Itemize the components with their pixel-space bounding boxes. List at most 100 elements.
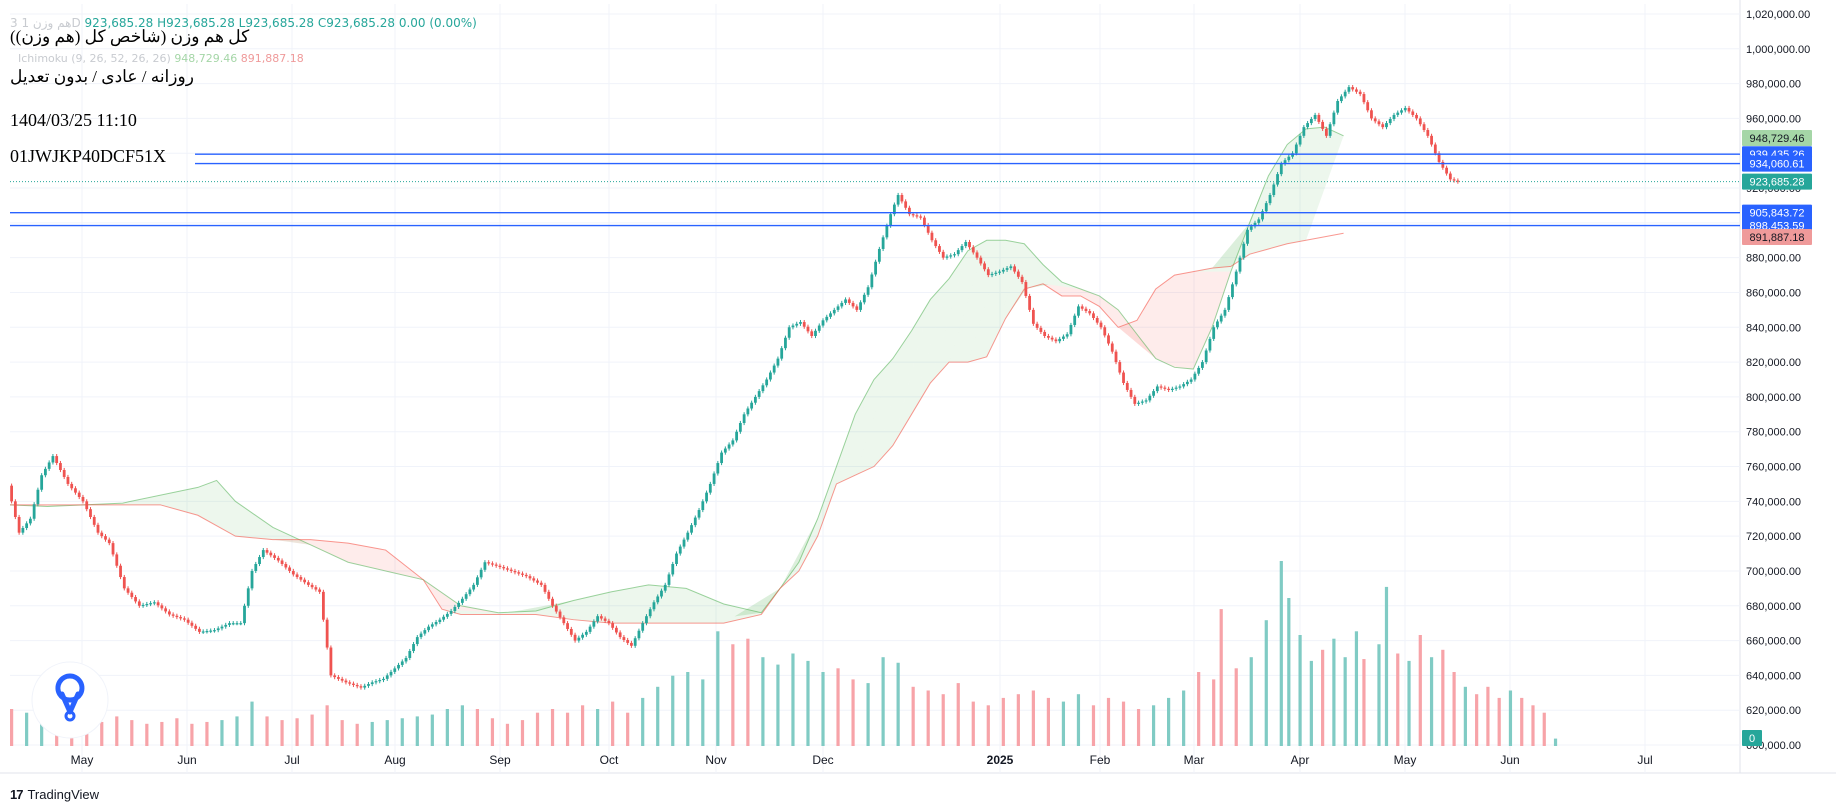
candle-body	[415, 637, 419, 645]
candle-body	[506, 568, 509, 570]
volume-bar	[641, 697, 645, 746]
cloud-segment	[235, 527, 311, 545]
ohlc-low: L923,685.28	[238, 16, 315, 30]
candle-body	[915, 215, 919, 217]
candle-body	[205, 630, 209, 633]
candle-body	[866, 287, 870, 295]
candle-body	[1009, 266, 1013, 269]
candle-body	[213, 630, 216, 632]
candle-body	[645, 616, 648, 624]
candle-body	[378, 680, 382, 682]
candle-body	[1092, 313, 1095, 319]
volume-bar	[1121, 701, 1126, 746]
x-tick-label: Oct	[600, 753, 619, 767]
volume-bar	[1219, 609, 1223, 746]
volume-bar	[490, 718, 495, 746]
candle-body	[370, 682, 374, 685]
candle-body	[96, 524, 100, 533]
candle-body	[1065, 334, 1069, 337]
candle-body	[1039, 327, 1043, 332]
candle-body	[780, 348, 784, 359]
volume-bar	[761, 657, 765, 746]
candle-body	[115, 554, 119, 566]
candle-body	[329, 647, 333, 676]
candle-body	[652, 602, 656, 610]
candle-body	[186, 619, 190, 623]
volume-bar	[776, 664, 780, 746]
tradingview-brand[interactable]: 17 TradingView	[10, 787, 99, 802]
candle-body	[1016, 271, 1020, 277]
candle-body	[216, 628, 220, 631]
y-tick-label: 860,000.00	[1746, 287, 1801, 299]
candle-body	[911, 214, 915, 216]
candle-body	[491, 563, 494, 565]
candle-body	[660, 590, 663, 597]
candle-body	[1445, 167, 1448, 174]
candle-body	[310, 584, 314, 588]
candle-body	[881, 237, 885, 249]
volume-bar	[10, 709, 14, 746]
ohlc-change: 0.00 (0.00%)	[398, 16, 477, 30]
volume-bar	[1377, 644, 1381, 746]
candle-body	[359, 686, 363, 688]
candle-body	[100, 532, 104, 537]
candle-body	[276, 557, 280, 561]
cloud-segment	[442, 609, 536, 615]
candle-body	[599, 616, 603, 619]
volume-bar	[385, 720, 389, 746]
price-axis-label: 934,060.61	[1742, 155, 1812, 172]
volume-bar	[596, 709, 600, 746]
candle-body	[547, 591, 551, 599]
candle-body	[107, 539, 111, 544]
x-tick-label: Dec	[812, 753, 833, 767]
candle-body	[870, 274, 874, 288]
candle-body	[1047, 335, 1050, 338]
candle-body	[483, 562, 487, 570]
volume-bar	[1354, 631, 1359, 746]
y-tick-label: 840,000.00	[1746, 322, 1801, 334]
volume-bar	[280, 720, 284, 746]
x-tick-label: Nov	[705, 753, 726, 767]
candle-body	[1110, 343, 1114, 352]
candle-body	[896, 195, 900, 205]
candle-body	[209, 630, 213, 632]
y-tick-label: 1,020,000.00	[1746, 9, 1810, 21]
candle-body	[404, 657, 408, 662]
candle-body	[77, 492, 81, 497]
candle-body	[1020, 276, 1024, 283]
volume-bar	[340, 720, 344, 746]
candle-body	[1144, 400, 1148, 402]
candle-body	[697, 510, 701, 518]
volume-bar	[1475, 694, 1479, 746]
candle-body	[246, 588, 250, 606]
candle-body	[832, 309, 836, 314]
candle-body	[723, 448, 727, 453]
candle-body	[513, 570, 517, 573]
candle-body	[1347, 87, 1351, 92]
candle-body	[374, 681, 378, 683]
volume-bar	[535, 712, 540, 746]
candle-body	[784, 337, 787, 349]
candle-body	[1400, 110, 1403, 113]
candle-body	[449, 610, 453, 614]
candle-body	[21, 528, 25, 533]
candle-body	[1358, 91, 1362, 95]
candle-body	[859, 302, 862, 310]
candle-body	[945, 256, 949, 258]
candle-body	[573, 634, 577, 641]
senkou-span-a	[9, 126, 1344, 614]
price-axis-label-text: 948,729.46	[1749, 133, 1804, 145]
candle-body	[430, 624, 434, 627]
volume-bar	[956, 683, 960, 746]
candle-body	[1249, 226, 1253, 230]
cloud-segment	[949, 240, 1006, 363]
candle-body	[1140, 401, 1144, 403]
candle-body	[802, 322, 806, 327]
candle-body	[224, 624, 228, 627]
price-axis-label: 948,729.46	[1742, 130, 1812, 147]
candle-body	[412, 644, 415, 652]
candle-body	[55, 456, 59, 464]
volume-bar	[25, 712, 29, 746]
candle-body	[667, 574, 671, 585]
